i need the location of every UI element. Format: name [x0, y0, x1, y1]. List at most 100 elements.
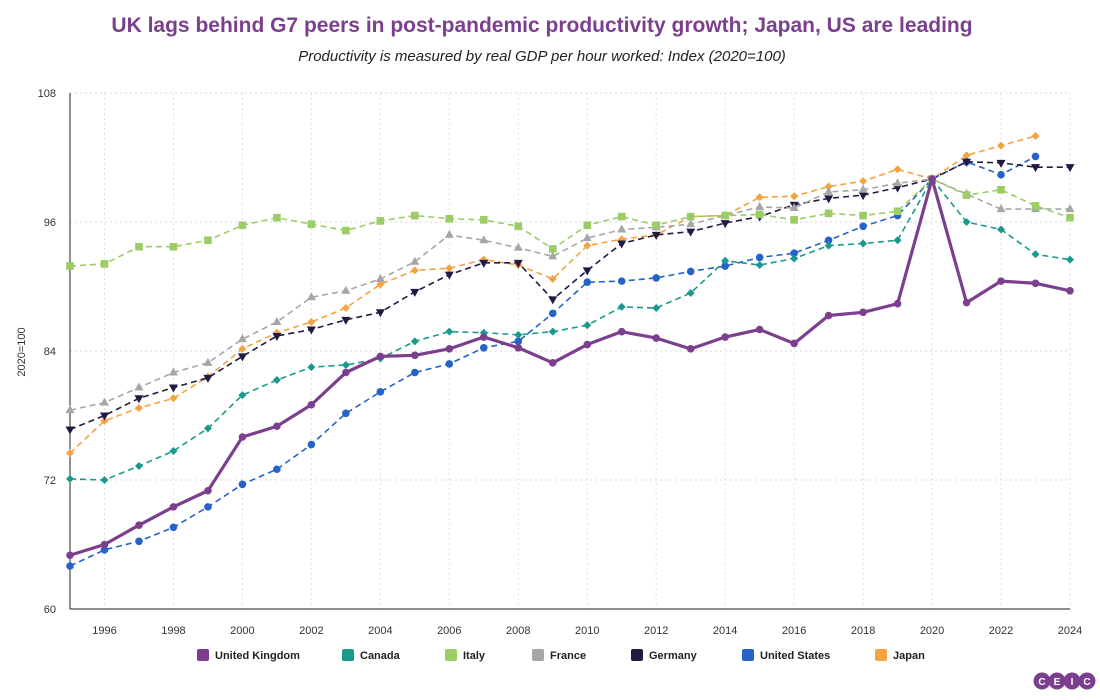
data-point: [410, 256, 420, 265]
data-point: [721, 262, 729, 270]
data-point: [652, 304, 661, 312]
data-point: [65, 426, 75, 435]
grid: [70, 92, 1071, 609]
data-point: [962, 298, 971, 307]
data-point: [1065, 164, 1075, 173]
data-point: [135, 537, 143, 546]
x-tick-label: 2016: [782, 625, 806, 637]
data-point: [652, 334, 661, 342]
logo-letter: I: [1071, 677, 1074, 688]
data-point: [100, 260, 109, 268]
legend-item-united-kingdom: United Kingdom: [197, 649, 300, 662]
data-point: [893, 178, 903, 187]
data-point: [617, 327, 626, 336]
data-point: [135, 521, 143, 529]
data-point: [583, 221, 592, 230]
legend-label: Germany: [649, 650, 698, 662]
data-point: [342, 226, 350, 235]
data-point: [445, 327, 454, 336]
data-point: [893, 184, 903, 193]
x-tick-label: 2012: [644, 625, 668, 637]
data-point: [376, 217, 385, 225]
data-point: [686, 228, 696, 237]
data-point: [755, 193, 764, 202]
data-point: [996, 159, 1006, 168]
legend-label: United States: [760, 650, 830, 662]
data-point: [203, 357, 213, 366]
series-line-united-kingdom: [69, 177, 1071, 557]
data-point: [135, 242, 143, 251]
data-point: [859, 222, 867, 231]
data-point: [755, 261, 764, 269]
data-point: [134, 395, 144, 404]
data-point: [962, 191, 971, 199]
data-point: [341, 285, 351, 294]
data-point: [238, 344, 247, 353]
legend-item-france: France: [532, 649, 586, 662]
series-line-canada: [69, 178, 1071, 481]
data-point: [513, 242, 523, 251]
data-point: [962, 158, 972, 167]
legend-item-canada: Canada: [342, 649, 401, 662]
data-point: [306, 326, 316, 335]
data-point: [824, 236, 833, 245]
data-point: [893, 236, 902, 245]
data-point: [134, 462, 143, 471]
data-point: [411, 351, 419, 360]
data-point: [755, 325, 764, 334]
data-point: [307, 400, 316, 409]
data-point: [238, 480, 247, 489]
data-point: [169, 523, 178, 532]
data-point: [445, 360, 454, 368]
legend-swatch: [875, 649, 887, 661]
series-germany: [65, 158, 1075, 435]
data-point: [548, 327, 557, 336]
data-point: [341, 360, 350, 369]
x-tick-label: 2000: [230, 625, 254, 637]
data-point: [513, 259, 523, 268]
data-point: [203, 374, 213, 383]
data-point: [859, 177, 868, 186]
data-point: [996, 204, 1006, 213]
data-point: [548, 274, 557, 283]
data-point: [721, 256, 730, 265]
data-point: [755, 253, 764, 262]
data-point: [928, 175, 936, 183]
data-point: [341, 316, 351, 325]
data-point: [583, 241, 592, 250]
data-point: [617, 277, 626, 285]
data-point: [410, 288, 420, 297]
data-point: [997, 141, 1006, 150]
data-point: [686, 288, 695, 297]
data-point: [859, 239, 868, 248]
logo-letter: C: [1038, 677, 1045, 688]
data-point: [272, 332, 282, 341]
data-point: [411, 368, 419, 377]
data-point: [583, 278, 592, 287]
x-tick-label: 2010: [575, 625, 599, 637]
data-point: [134, 403, 143, 412]
data-point: [962, 218, 971, 226]
data-point: [582, 233, 592, 242]
x-tick-label: 2004: [368, 625, 392, 637]
x-tick-label: 1996: [92, 625, 116, 637]
data-point: [100, 416, 109, 425]
data-point: [652, 274, 661, 282]
data-point: [375, 309, 385, 318]
data-point: [238, 391, 247, 400]
data-point: [204, 236, 212, 245]
data-point: [859, 211, 867, 220]
data-point: [997, 277, 1005, 285]
data-point: [169, 242, 178, 251]
data-point: [824, 186, 834, 195]
data-point: [824, 195, 834, 204]
legend-label: Japan: [893, 650, 925, 662]
data-point: [1031, 202, 1040, 210]
data-point: [824, 209, 833, 218]
series-layer: [65, 132, 1075, 570]
data-point: [479, 216, 488, 224]
data-point: [168, 384, 178, 393]
data-point: [273, 465, 281, 474]
data-point: [204, 503, 212, 511]
logo-dot: [1048, 672, 1066, 690]
